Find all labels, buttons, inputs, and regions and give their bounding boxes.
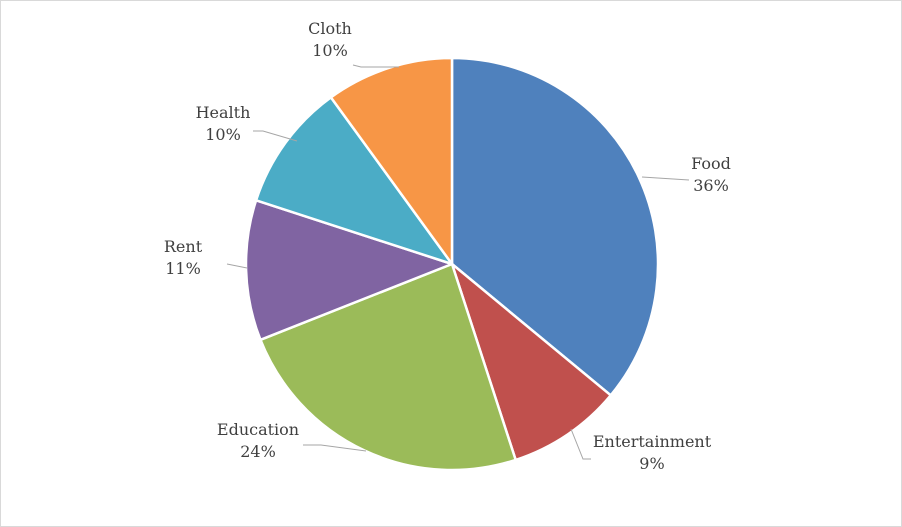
pie-slices [244,56,660,472]
slice-category-rent: Rent [164,237,203,256]
slice-label-rent: Rent 11% [164,237,203,278]
leader-line-education [303,444,367,452]
slice-percent-cloth: 10% [312,41,348,60]
leader-lines [226,64,690,460]
leader-line-rent [226,263,248,269]
slice-label-entertainment: Entertainment 9% [593,432,712,473]
pie-slice-entertainment [450,262,612,462]
slice-percent-entertainment: 9% [639,454,664,473]
pie-slice-health [254,96,454,266]
slice-category-education: Education [217,420,299,439]
leader-line-entertainment [570,428,591,460]
slice-labels: Food 36% Entertainment 9% Education 24% Rent 11… [164,19,731,473]
slice-label-food: Food 36% [691,154,731,195]
slice-category-entertainment: Entertainment [593,432,712,451]
slice-percent-rent: 11% [165,259,201,278]
slice-percent-food: 36% [693,176,729,195]
pie-slice-food [450,56,660,397]
leader-line-food [641,176,690,181]
leader-line-health [253,130,298,142]
slice-category-food: Food [691,154,731,173]
slice-category-cloth: Cloth [308,19,352,38]
slice-label-cloth: Cloth 10% [308,19,352,60]
pie-slice-rent [244,199,454,342]
leader-line-cloth [352,64,399,68]
slice-percent-health: 10% [205,125,241,144]
pie-slice-cloth [329,56,454,266]
slice-label-education: Education 24% [217,420,299,461]
slice-category-health: Health [196,103,251,122]
slice-percent-education: 24% [240,442,276,461]
slice-label-health: Health 10% [196,103,251,144]
